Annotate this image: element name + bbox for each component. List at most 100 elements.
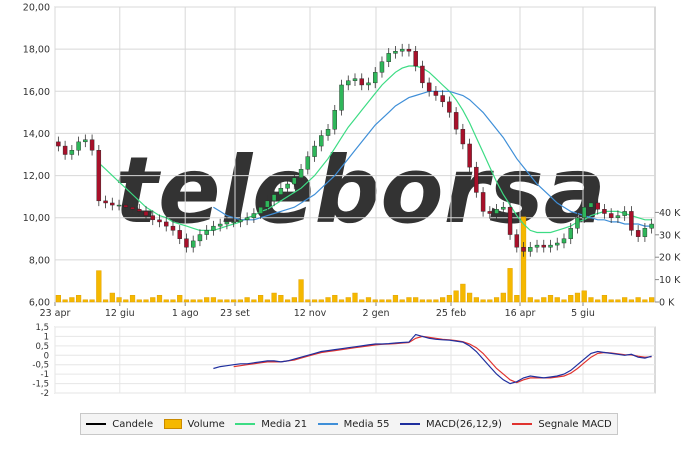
x-tick-label: 25 feb [436,308,466,319]
candle-body [635,230,641,237]
candle-body [366,82,371,86]
candle-body [325,129,331,136]
legend-swatch [86,423,107,425]
candle-body [413,51,418,67]
candle-body [244,217,250,221]
volume-bar [446,295,452,303]
volume-bar [143,299,149,303]
candle-body [474,166,479,193]
x-tick-label: 1 ago [172,308,199,319]
volume-bar [264,299,270,303]
candle-body [602,209,607,214]
macd-y-tick-label: 0 [44,351,49,361]
candle-body [285,183,290,189]
volume-bar [406,297,412,303]
volume-bar [386,299,392,303]
candle-body [211,225,216,231]
volume-bar [608,299,614,303]
volume-bar [588,297,594,303]
volume-bar [352,292,358,303]
candle-body [89,139,95,151]
volume-bar [183,299,190,303]
candle-body [642,228,648,237]
volume-bar [365,297,372,303]
macd-y-tick-label: 1,5 [35,323,49,333]
volume-bar [359,299,365,303]
candle-body [83,139,88,143]
candle-body [568,228,573,239]
volume-bar [284,299,291,303]
volume-bar [116,297,122,303]
candle-body [103,200,108,204]
volume-tick-label: 20 K [659,253,681,264]
candle-body [197,234,203,242]
candle-body [420,65,425,84]
candle-body [501,206,506,210]
candle-body [588,202,594,208]
candle-body [561,238,567,244]
candle-body [575,217,580,229]
candle-body [622,211,627,216]
media-21-line [98,65,652,234]
candle-body [507,206,513,235]
candle-body [164,221,169,227]
volume-bar [635,297,641,303]
legend-label: MACD(26,12,9) [425,418,502,430]
volume-bar [258,295,264,303]
volume-bar [156,295,163,303]
candle-body [359,78,364,86]
candle-body [271,194,277,202]
candle-body [548,244,553,248]
volume-bar [419,299,426,303]
volume-bar [123,299,129,303]
candle-body [581,206,587,218]
volume-bar [325,297,331,303]
volume-bar [433,299,439,303]
candle-body [150,215,155,221]
y-tick-label: 6,00 [29,298,50,309]
candle-body [460,129,466,145]
macd-y-tick-label: -2 [41,389,49,399]
candle-body [406,48,412,52]
candle-body [278,188,284,195]
macd-plot-frame [54,326,656,394]
volume-bar [82,299,88,303]
volume-bar [129,295,136,303]
candle-body [521,247,526,252]
legend-item: Segnale MACD [512,419,612,430]
volume-bar [210,297,217,303]
volume-bar [338,299,345,303]
x-tick-label: 23 set [220,308,250,319]
y-tick-label: 12,00 [23,171,50,182]
volume-tick-label: 10 K [659,275,681,286]
volume-bar [224,299,230,303]
volume-bar [547,295,554,303]
volume-tick-label: 0 K [659,298,675,309]
x-tick-label: 2 gen [363,308,390,319]
volume-bar [615,299,621,303]
candle-body [534,244,540,248]
volume-bar [453,290,459,303]
candle-body [629,211,634,231]
legend-swatch [235,423,256,425]
candle-body [231,221,236,224]
volume-bar [170,299,176,303]
candle-body [595,202,600,210]
volume-bar [487,299,493,303]
candle-body [373,72,378,84]
volume-bar [318,299,324,303]
candle-body [184,238,189,248]
volume-bar [298,279,304,303]
media-55-line [213,90,652,227]
volume-bar [231,299,237,303]
candle-body [137,209,142,212]
volume-bar [493,297,500,303]
candle-body [110,202,115,206]
volume-bar [554,297,560,303]
volume-bar [520,216,527,303]
candle-body [130,206,135,210]
y-tick-label: 20,00 [23,3,50,14]
candle-body [251,213,257,218]
volume-bar [244,297,250,303]
